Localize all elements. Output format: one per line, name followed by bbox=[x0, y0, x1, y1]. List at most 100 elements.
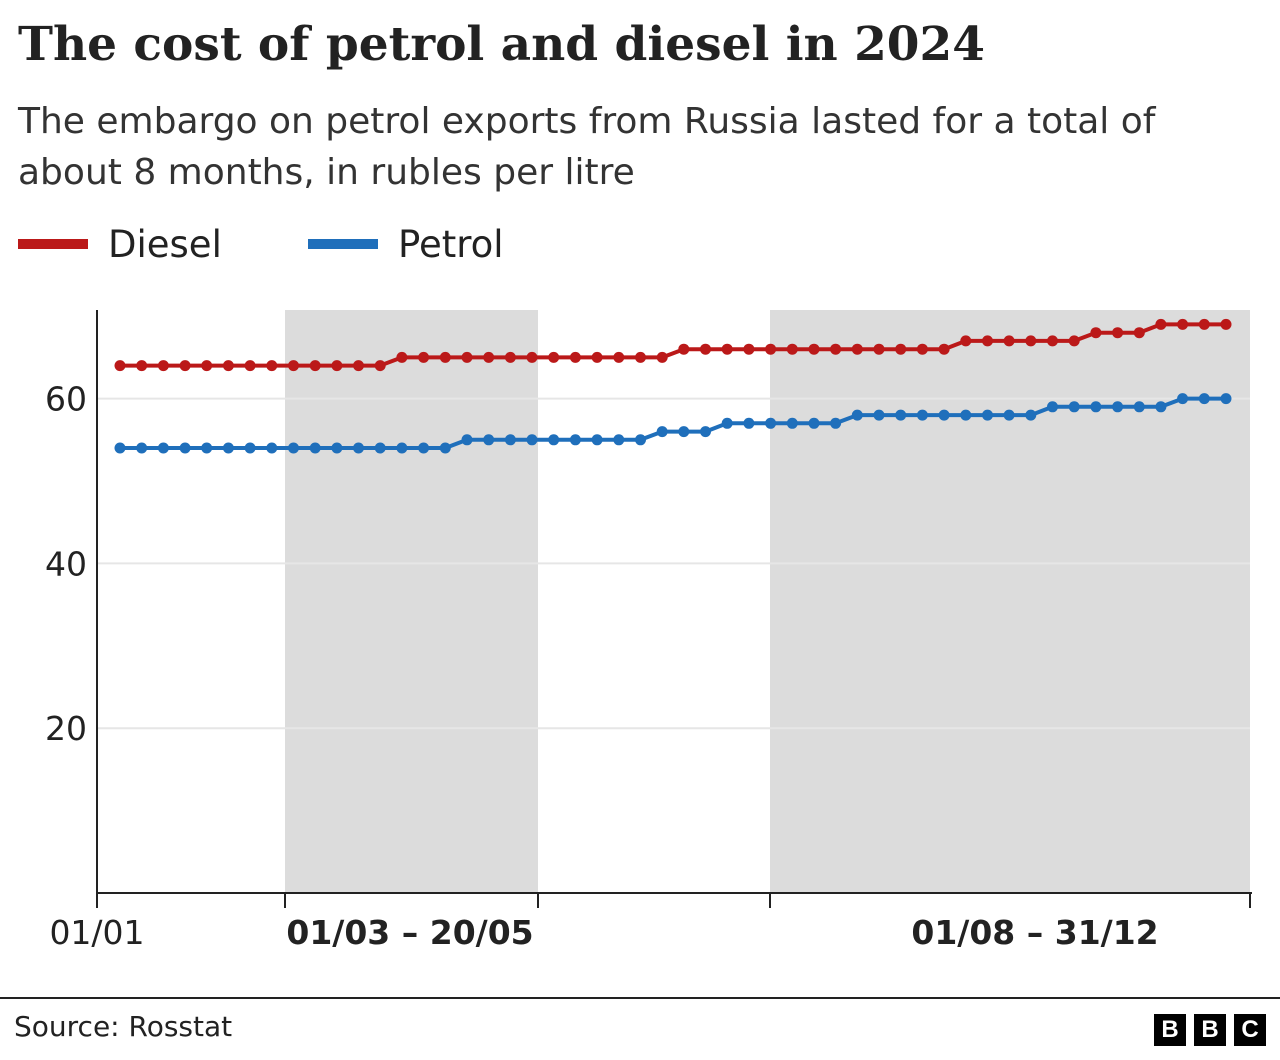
data-point-petrol bbox=[1090, 401, 1102, 413]
legend-item-diesel: Diesel bbox=[18, 218, 222, 270]
bbc-logo-block: C bbox=[1234, 1014, 1266, 1046]
x-tick-label-period-2: 01/08 – 31/12 bbox=[911, 913, 1158, 952]
data-point-diesel bbox=[179, 360, 191, 372]
data-point-petrol bbox=[982, 409, 993, 421]
data-point-petrol bbox=[331, 442, 343, 454]
data-point-diesel bbox=[786, 343, 798, 355]
data-point-diesel bbox=[396, 351, 408, 363]
data-point-petrol bbox=[700, 426, 711, 438]
data-point-petrol bbox=[960, 409, 972, 421]
data-point-petrol bbox=[851, 409, 863, 421]
data-point-diesel bbox=[1003, 335, 1015, 347]
data-point-petrol bbox=[461, 434, 473, 446]
data-point-diesel bbox=[353, 360, 364, 372]
data-point-diesel bbox=[157, 360, 169, 372]
data-point-petrol bbox=[1155, 401, 1167, 413]
data-point-petrol bbox=[743, 417, 755, 429]
data-point-diesel bbox=[114, 360, 126, 372]
data-point-diesel bbox=[504, 351, 516, 363]
data-point-petrol bbox=[1068, 401, 1080, 413]
data-point-petrol bbox=[374, 442, 386, 454]
x-tick-label-period-1: 01/03 – 20/05 bbox=[286, 913, 533, 952]
data-point-diesel bbox=[1047, 335, 1058, 347]
data-point-petrol bbox=[591, 434, 603, 446]
data-point-petrol bbox=[222, 442, 234, 454]
data-point-petrol bbox=[1220, 393, 1232, 405]
data-point-petrol bbox=[786, 417, 798, 429]
data-point-petrol bbox=[635, 434, 646, 446]
data-point-petrol bbox=[136, 442, 148, 454]
data-point-petrol bbox=[309, 442, 321, 454]
data-point-diesel bbox=[288, 360, 299, 372]
data-point-petrol bbox=[895, 409, 907, 421]
data-point-diesel bbox=[700, 343, 711, 355]
data-point-petrol bbox=[114, 442, 126, 454]
diesel-swatch-icon bbox=[18, 239, 88, 249]
shaded-period-2 bbox=[770, 310, 1250, 893]
data-point-diesel bbox=[1155, 318, 1167, 330]
legend-label-petrol: Petrol bbox=[398, 222, 504, 266]
data-point-petrol bbox=[765, 417, 777, 429]
data-point-petrol bbox=[678, 426, 690, 438]
data-point-diesel bbox=[830, 343, 842, 355]
data-point-diesel bbox=[808, 343, 820, 355]
data-point-petrol bbox=[1047, 401, 1058, 413]
data-point-diesel bbox=[1025, 335, 1037, 347]
data-point-diesel bbox=[982, 335, 993, 347]
data-point-diesel bbox=[938, 343, 950, 355]
y-tick-label: 40 bbox=[45, 544, 87, 583]
data-point-petrol bbox=[266, 442, 278, 454]
gridlines: 20 40 60 bbox=[45, 380, 1250, 748]
data-point-petrol bbox=[1003, 409, 1015, 421]
data-point-diesel bbox=[873, 343, 885, 355]
data-point-diesel bbox=[765, 343, 777, 355]
data-point-diesel bbox=[244, 360, 256, 372]
series-line-diesel bbox=[120, 322, 1226, 368]
data-point-petrol bbox=[504, 434, 516, 446]
data-point-petrol bbox=[396, 442, 408, 454]
data-point-petrol bbox=[1025, 409, 1037, 421]
data-point-diesel bbox=[266, 360, 278, 372]
data-point-diesel bbox=[656, 351, 668, 363]
bbc-logo-block: B bbox=[1194, 1014, 1226, 1046]
data-point-diesel bbox=[851, 343, 863, 355]
chart-subtitle: The embargo on petrol exports from Russi… bbox=[18, 101, 1156, 193]
data-point-diesel bbox=[1198, 318, 1210, 330]
legend-item-petrol: Petrol bbox=[308, 218, 504, 270]
data-point-diesel bbox=[635, 351, 646, 363]
y-tick-label: 20 bbox=[45, 709, 87, 748]
data-point-petrol bbox=[288, 442, 299, 454]
data-point-diesel bbox=[461, 351, 473, 363]
shaded-period-1 bbox=[285, 310, 538, 893]
data-point-diesel bbox=[916, 343, 928, 355]
data-point-petrol bbox=[244, 442, 256, 454]
data-point-petrol bbox=[353, 442, 364, 454]
data-point-diesel bbox=[439, 351, 451, 363]
data-point-petrol bbox=[526, 434, 538, 446]
series-line-petrol bbox=[120, 396, 1226, 450]
data-point-petrol bbox=[569, 434, 581, 446]
data-point-petrol bbox=[1198, 393, 1210, 405]
data-point-diesel bbox=[483, 351, 495, 363]
data-point-petrol bbox=[938, 409, 950, 421]
legend-label-diesel: Diesel bbox=[108, 222, 222, 266]
data-point-diesel bbox=[1133, 327, 1145, 339]
data-point-petrol bbox=[418, 442, 430, 454]
data-point-diesel bbox=[222, 360, 234, 372]
data-point-petrol bbox=[721, 417, 733, 429]
data-point-diesel bbox=[374, 360, 386, 372]
data-point-diesel bbox=[678, 343, 690, 355]
data-point-diesel bbox=[591, 351, 603, 363]
data-point-diesel bbox=[1068, 335, 1080, 347]
data-point-diesel bbox=[721, 343, 733, 355]
data-point-petrol bbox=[439, 442, 451, 454]
data-point-petrol bbox=[157, 442, 169, 454]
data-point-diesel bbox=[960, 335, 972, 347]
data-point-diesel bbox=[743, 343, 755, 355]
data-point-petrol bbox=[916, 409, 928, 421]
data-point-diesel bbox=[569, 351, 581, 363]
data-point-petrol bbox=[613, 434, 625, 446]
line-chart: 20 40 60 01/01 01/03 – 20/05 01/08 – 31/12 bbox=[45, 310, 1252, 952]
data-point-diesel bbox=[526, 351, 538, 363]
data-point-petrol bbox=[656, 426, 668, 438]
